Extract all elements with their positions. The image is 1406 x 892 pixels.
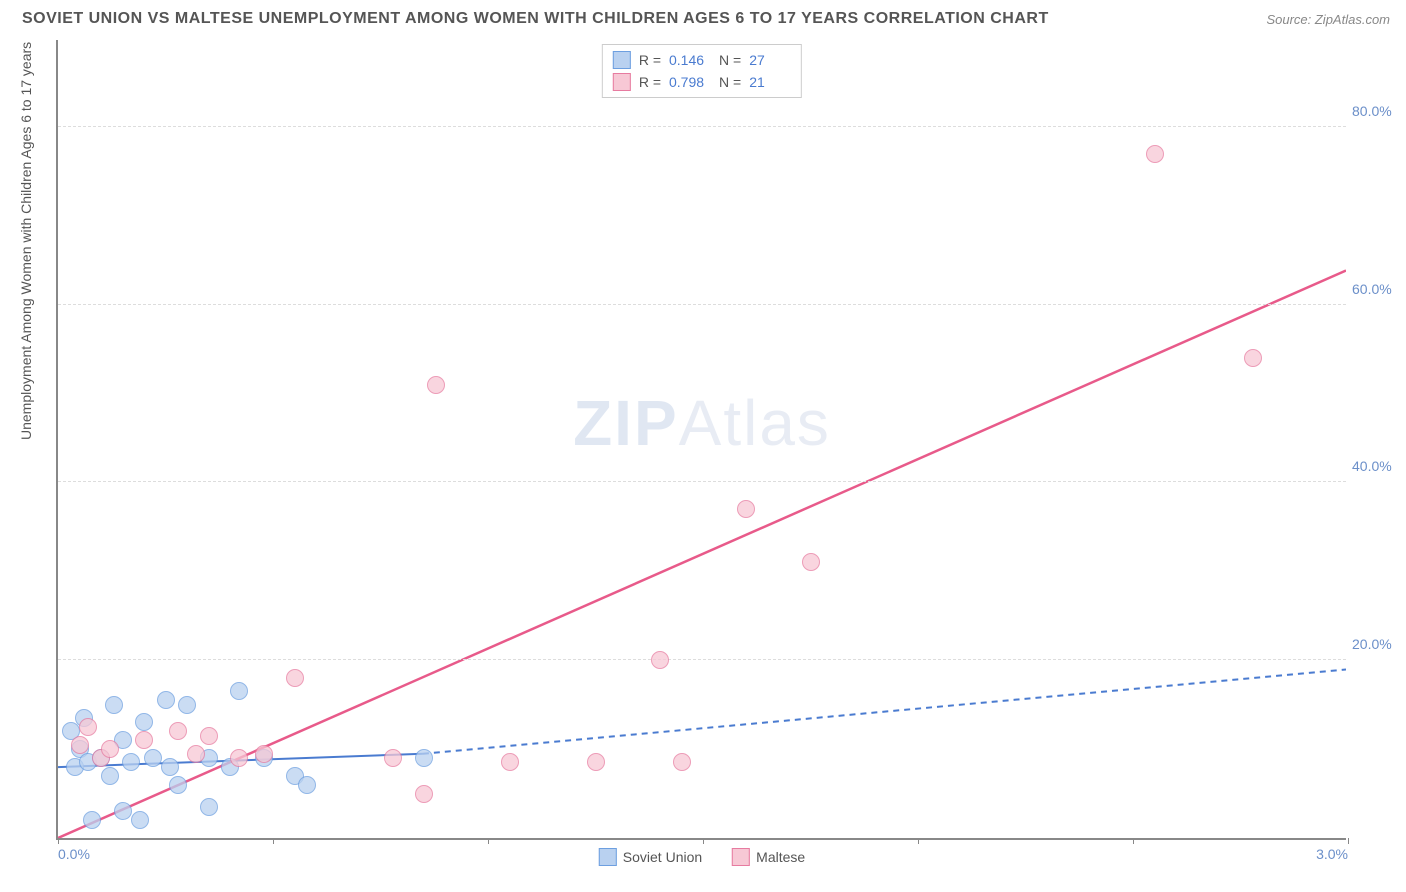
stats-row: R = 0.146 N = 27	[613, 49, 791, 71]
stats-row: R = 0.798 N = 21	[613, 71, 791, 93]
watermark-bold: ZIP	[573, 387, 679, 459]
y-tick-label: 40.0%	[1352, 458, 1402, 474]
x-tick	[918, 838, 919, 844]
scatter-point	[298, 776, 316, 794]
scatter-point	[384, 749, 402, 767]
n-label: N =	[719, 49, 741, 71]
x-tick	[273, 838, 274, 844]
r-label: R =	[639, 71, 661, 93]
scatter-point	[169, 776, 187, 794]
source-attribution: Source: ZipAtlas.com	[1266, 12, 1390, 27]
grid-line	[58, 659, 1346, 660]
bottom-legend: Soviet Union Maltese	[599, 848, 805, 866]
scatter-point	[200, 727, 218, 745]
scatter-point	[200, 798, 218, 816]
legend-swatch	[732, 848, 750, 866]
x-tick-label: 3.0%	[1316, 846, 1348, 862]
scatter-point	[144, 749, 162, 767]
scatter-point	[105, 696, 123, 714]
scatter-point	[587, 753, 605, 771]
scatter-point	[501, 753, 519, 771]
legend-label: Maltese	[756, 849, 805, 865]
legend-swatch	[613, 51, 631, 69]
r-value: 0.798	[669, 71, 711, 93]
scatter-point	[230, 682, 248, 700]
scatter-point	[122, 753, 140, 771]
scatter-point	[1244, 349, 1262, 367]
x-tick-label: 0.0%	[58, 846, 90, 862]
scatter-point	[415, 749, 433, 767]
scatter-point	[71, 736, 89, 754]
x-tick	[1133, 838, 1134, 844]
scatter-point	[114, 802, 132, 820]
legend-item: Soviet Union	[599, 848, 702, 866]
scatter-point	[255, 745, 273, 763]
scatter-point	[651, 651, 669, 669]
scatter-point	[737, 500, 755, 518]
scatter-point	[802, 553, 820, 571]
legend-swatch	[613, 73, 631, 91]
y-tick-label: 80.0%	[1352, 103, 1402, 119]
scatter-point	[1146, 145, 1164, 163]
scatter-point	[157, 691, 175, 709]
scatter-point	[135, 731, 153, 749]
plot-area: ZIPAtlas R =0.146N =27R =0.798N =21 Sovi…	[56, 40, 1346, 840]
scatter-point	[169, 722, 187, 740]
scatter-point	[427, 376, 445, 394]
legend-label: Soviet Union	[623, 849, 702, 865]
stats-legend: R = 0.146 N = 27 R = 0.798 N = 21	[602, 44, 802, 98]
grid-line	[58, 304, 1346, 305]
scatter-point	[415, 785, 433, 803]
trend-line	[58, 271, 1346, 838]
scatter-point	[673, 753, 691, 771]
x-tick	[488, 838, 489, 844]
scatter-point	[187, 745, 205, 763]
r-value: 0.146	[669, 49, 711, 71]
trend-line-extrapolated	[423, 670, 1346, 754]
scatter-point	[230, 749, 248, 767]
y-axis-label: Unemployment Among Women with Children A…	[18, 42, 34, 440]
n-label: N =	[719, 71, 741, 93]
watermark: ZIPAtlas	[573, 386, 831, 460]
scatter-point	[161, 758, 179, 776]
chart-title: SOVIET UNION VS MALTESE UNEMPLOYMENT AMO…	[22, 10, 1049, 28]
x-tick	[703, 838, 704, 844]
y-tick-label: 60.0%	[1352, 281, 1402, 297]
legend-swatch	[599, 848, 617, 866]
scatter-point	[131, 811, 149, 829]
watermark-thin: Atlas	[679, 387, 831, 459]
grid-line	[58, 126, 1346, 127]
scatter-point	[83, 811, 101, 829]
scatter-point	[101, 740, 119, 758]
x-tick	[58, 838, 59, 844]
scatter-point	[101, 767, 119, 785]
scatter-point	[286, 669, 304, 687]
y-tick-label: 20.0%	[1352, 636, 1402, 652]
n-value: 21	[749, 71, 791, 93]
n-value: 27	[749, 49, 791, 71]
r-label: R =	[639, 49, 661, 71]
scatter-point	[79, 718, 97, 736]
legend-item: Maltese	[732, 848, 805, 866]
x-tick	[1348, 838, 1349, 844]
grid-line	[58, 481, 1346, 482]
scatter-point	[135, 713, 153, 731]
scatter-point	[178, 696, 196, 714]
